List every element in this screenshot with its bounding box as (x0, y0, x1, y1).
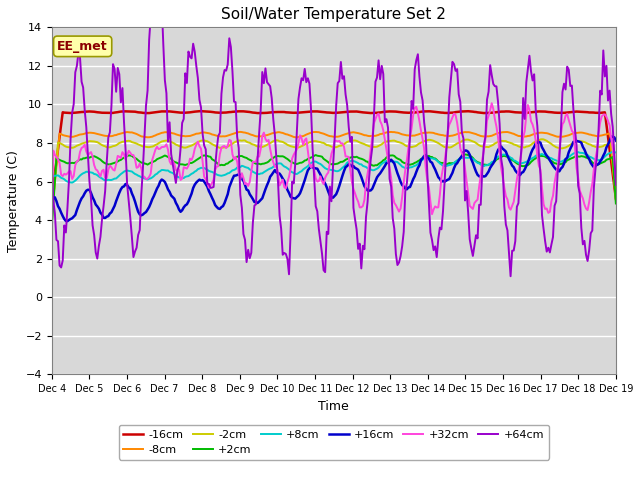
+8cm (68, 180, 76, 185)
-8cm (48, 212, 56, 217)
Legend: -16cm, -8cm, -2cm, +2cm, +8cm, +16cm, +32cm, +64cm: -16cm, -8cm, -2cm, +2cm, +8cm, +16cm, +3… (119, 425, 549, 459)
+16cm (118, 184, 126, 190)
+16cm (296, 191, 304, 196)
Line: -2cm: -2cm (52, 139, 616, 220)
+8cm (236, 164, 244, 170)
-2cm (244, 140, 252, 145)
+2cm (582, 155, 590, 160)
+32cm (216, 151, 224, 157)
Line: +16cm: +16cm (52, 137, 616, 221)
+32cm (582, 205, 590, 211)
+16cm (607, 134, 615, 140)
-16cm (582, 109, 590, 115)
Line: -16cm: -16cm (52, 111, 616, 198)
-2cm (216, 145, 224, 151)
-8cm (612, 195, 620, 201)
+2cm (612, 201, 620, 206)
+16cm (48, 197, 56, 203)
+64cm (296, 84, 304, 90)
Line: +64cm: +64cm (52, 0, 616, 276)
+64cm (218, 91, 225, 96)
+32cm (235, 170, 243, 176)
+64cm (48, 162, 56, 168)
X-axis label: Time: Time (319, 400, 349, 413)
-2cm (294, 144, 302, 150)
+8cm (609, 149, 616, 155)
+2cm (294, 161, 302, 167)
+2cm (216, 162, 224, 168)
+32cm (117, 155, 125, 161)
-16cm (296, 109, 304, 115)
-16cm (218, 110, 225, 116)
-2cm (538, 136, 546, 142)
+8cm (48, 174, 56, 180)
+2cm (461, 152, 469, 157)
-2cm (582, 140, 590, 145)
+64cm (236, 192, 244, 198)
-16cm (246, 109, 253, 115)
+16cm (612, 138, 620, 144)
-8cm (296, 134, 304, 140)
+64cm (584, 258, 591, 264)
+32cm (612, 177, 620, 182)
Title: Soil/Water Temperature Set 2: Soil/Water Temperature Set 2 (221, 7, 446, 22)
+2cm (117, 157, 125, 163)
-8cm (236, 129, 244, 135)
-8cm (246, 132, 253, 137)
+64cm (117, 99, 125, 105)
+64cm (612, 182, 620, 188)
+2cm (244, 156, 252, 162)
-8cm (216, 133, 224, 139)
Line: -8cm: -8cm (52, 132, 616, 215)
+8cm (118, 170, 126, 176)
+8cm (296, 169, 304, 175)
Line: +8cm: +8cm (52, 152, 616, 182)
-2cm (48, 217, 56, 223)
Line: +32cm: +32cm (52, 103, 616, 221)
+32cm (244, 183, 252, 189)
+16cm (246, 192, 253, 197)
-8cm (117, 131, 125, 136)
+2cm (48, 225, 56, 231)
-16cm (197, 108, 205, 114)
-8cm (582, 131, 590, 136)
-16cm (117, 108, 125, 114)
Text: EE_met: EE_met (58, 40, 108, 53)
-16cm (236, 108, 244, 114)
Line: +2cm: +2cm (52, 155, 616, 228)
+2cm (235, 154, 243, 159)
+32cm (294, 141, 302, 146)
+32cm (48, 218, 56, 224)
+16cm (582, 151, 590, 156)
-16cm (612, 195, 620, 201)
+16cm (236, 172, 244, 178)
+8cm (582, 152, 590, 157)
+64cm (507, 273, 515, 279)
-2cm (612, 197, 620, 203)
-2cm (235, 138, 243, 144)
+16cm (63, 218, 71, 224)
-8cm (235, 129, 243, 135)
+8cm (218, 173, 225, 179)
+16cm (218, 204, 225, 210)
+8cm (246, 167, 253, 172)
-16cm (48, 195, 56, 201)
+64cm (246, 255, 253, 261)
-2cm (117, 140, 125, 145)
+8cm (612, 150, 620, 156)
Y-axis label: Temperature (C): Temperature (C) (7, 150, 20, 252)
+32cm (488, 100, 495, 106)
